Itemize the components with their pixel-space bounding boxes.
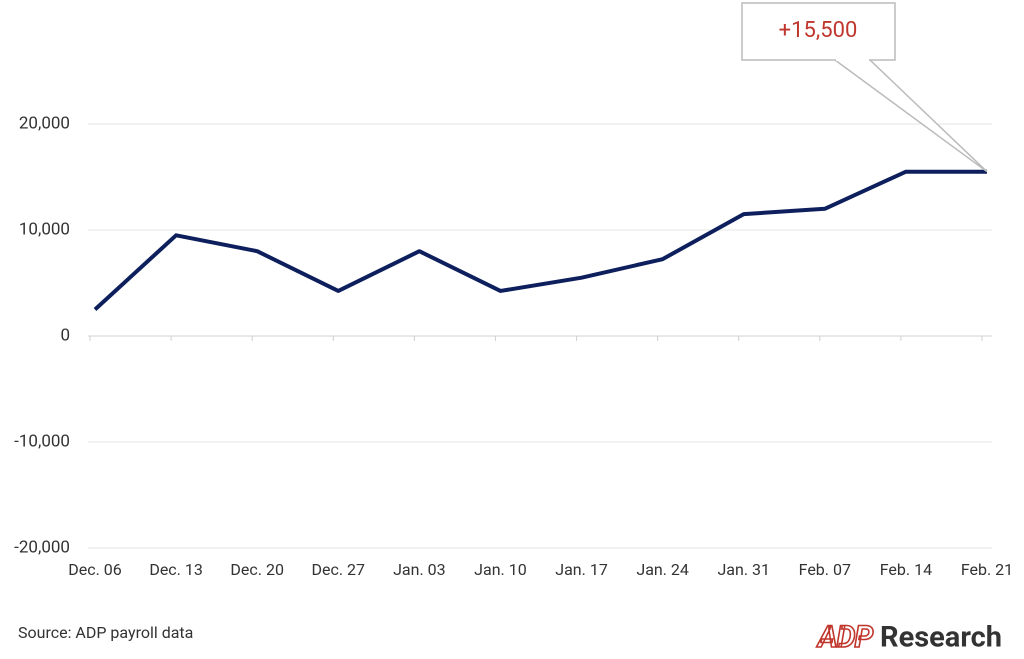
x-tick-label: Dec. 13 [149, 560, 203, 579]
x-tick-label: Jan. 31 [717, 560, 770, 579]
y-tick-label: -20,000 [14, 537, 70, 557]
logo: ADP Research [815, 619, 1002, 656]
callout-pointer [832, 59, 988, 173]
x-tick-label: Jan. 17 [555, 560, 608, 579]
series-line [93, 169, 987, 311]
x-tick-label: Jan. 24 [636, 560, 689, 579]
annotation: +15,500 [779, 18, 858, 43]
y-tick-label: 0 [60, 325, 70, 345]
logo-suffix: Research [880, 621, 1002, 655]
logo-bg [817, 623, 877, 653]
y-tick-label: 20,000 [19, 113, 70, 133]
x-tick-label: Dec. 27 [312, 560, 366, 579]
logo-brand: ADP [816, 620, 873, 655]
source-note: Source: ADP payroll data [18, 623, 193, 642]
x-tick-label: Jan. 03 [393, 560, 446, 579]
callout-box [741, 2, 896, 61]
x-tick-label: Dec. 20 [230, 560, 284, 579]
x-tick-label: Feb. 07 [799, 560, 851, 579]
x-tick-label: Feb. 14 [880, 560, 932, 579]
y-tick-label: -10,000 [14, 431, 70, 451]
x-tick-label: Feb. 21 [961, 560, 1013, 579]
x-tick-label: Dec. 06 [68, 560, 122, 579]
y-tick-label: 10,000 [19, 219, 70, 239]
x-tick-label: Jan. 10 [474, 560, 527, 579]
